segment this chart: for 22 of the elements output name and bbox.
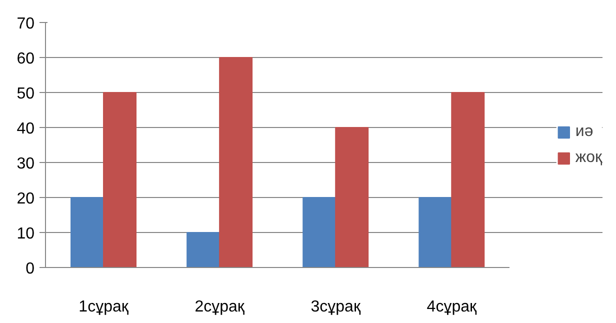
y-tick-label: 40 [16,120,35,138]
legend-label: жоқ [575,148,602,166]
bar [418,197,452,268]
bar [70,197,104,268]
y-tick-label: 10 [16,226,35,242]
y-tick-label: 20 [16,190,35,208]
y-tick-label: 70 [16,16,35,32]
y-tick-label: 0 [26,260,35,278]
y-tick-label: 30 [16,156,35,172]
bar [103,92,137,268]
x-tick-label: 2сұрақ [194,298,246,316]
x-tick-label: 3сұрақ [310,298,362,316]
bar [302,197,336,268]
legend-label: иә [575,122,594,140]
y-tick-label: 50 [16,86,35,102]
x-tick-label: 4сұрақ [426,298,478,316]
x-tick-label: 1сұрақ [78,298,130,316]
bar [451,92,485,268]
y-tick-label: 60 [16,50,35,68]
bar [219,57,253,268]
bar [186,232,220,268]
bar [335,127,369,268]
